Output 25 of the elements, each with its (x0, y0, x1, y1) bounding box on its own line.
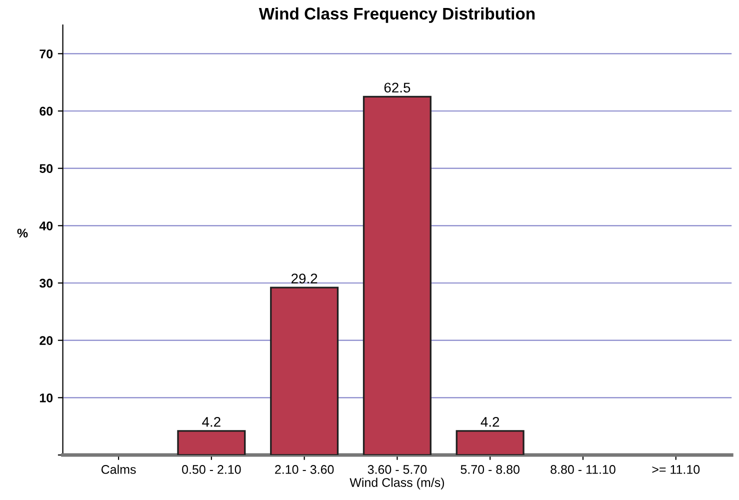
data-label: 62.5 (384, 82, 410, 93)
chart-title: Wind Class Frequency Distribution (258, 7, 535, 23)
x-tick-label: 3.60 - 5.70 (368, 465, 427, 474)
y-tick-label: 70 (40, 49, 53, 58)
x-axis-title: Wind Class (m/s) (350, 478, 444, 490)
x-tick-label: 5.70 - 8.80 (460, 465, 520, 474)
bar (270, 286, 339, 455)
x-tick-label: 2.10 - 3.60 (275, 465, 334, 474)
bar (456, 430, 524, 455)
x-tick-label: 0.50 - 2.10 (182, 465, 241, 474)
data-label: 29.2 (292, 274, 318, 284)
x-tick-label: 8.80 - 11.10 (550, 465, 616, 474)
data-label: 4.2 (202, 416, 220, 427)
y-tick-label: 50 (40, 164, 53, 173)
y-tick-label: 40 (39, 221, 53, 230)
y-tick-label: 60 (40, 106, 53, 116)
data-label: 4.2 (480, 416, 500, 427)
bar (177, 430, 246, 455)
bar (362, 96, 432, 455)
x-tick-label: >= 11.10 (652, 465, 700, 474)
y-tick-label: 20 (40, 336, 53, 345)
y-tick-label: 30 (39, 278, 53, 288)
y-tick-label: 10 (40, 393, 53, 402)
y-axis-title: % (17, 228, 28, 238)
x-tick-label: Calms (101, 464, 136, 474)
